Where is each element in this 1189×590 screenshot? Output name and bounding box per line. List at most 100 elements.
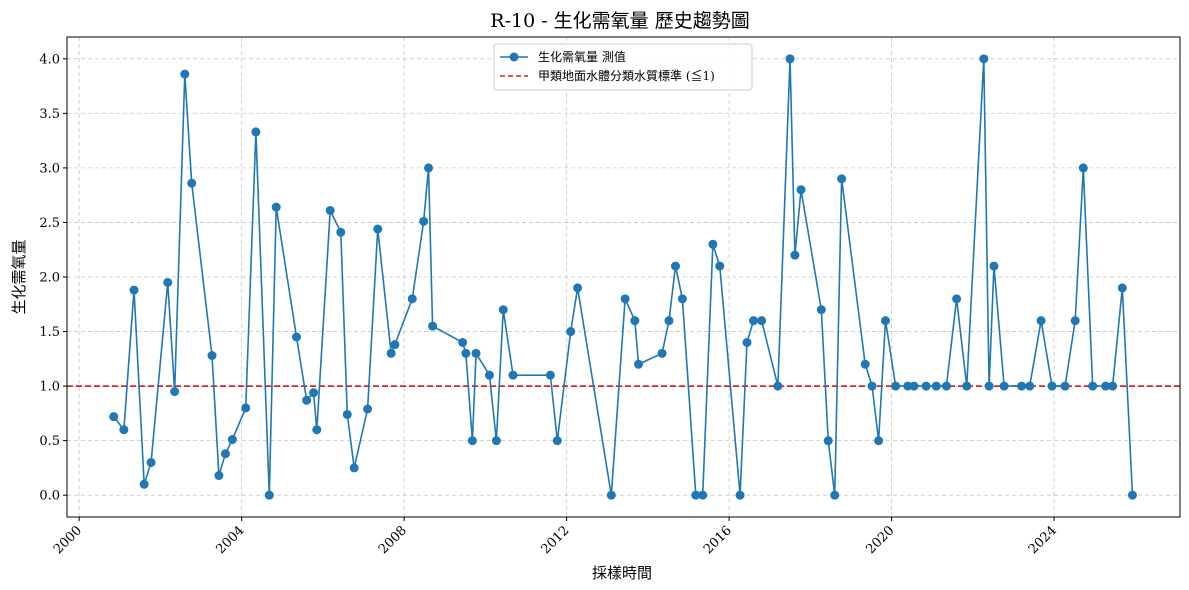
data-point <box>830 490 840 500</box>
data-point <box>312 425 322 435</box>
data-point <box>891 381 901 391</box>
data-point <box>691 490 701 500</box>
data-point <box>796 185 806 195</box>
data-point <box>386 348 396 358</box>
data-point <box>139 479 149 489</box>
data-point <box>931 381 941 391</box>
data-point <box>407 294 417 304</box>
data-point <box>708 239 718 249</box>
data-point <box>484 370 494 380</box>
chart-title: R-10 - 生化需氧量 歷史趨勢圖 <box>490 10 749 32</box>
data-point <box>790 250 800 260</box>
data-point <box>309 388 319 398</box>
data-point <box>271 202 281 212</box>
data-point <box>962 381 972 391</box>
data-point <box>989 261 999 271</box>
x-tick-label: 2024 <box>1026 523 1060 557</box>
data-point <box>735 490 745 500</box>
data-point <box>606 490 616 500</box>
data-point <box>881 316 890 326</box>
data-point <box>742 337 752 347</box>
x-tick-label: 2016 <box>701 523 735 557</box>
data-point <box>1036 316 1046 326</box>
legend-threshold-label: 甲類地面水體分類水質標準 (≦1) <box>538 68 715 83</box>
data-point <box>336 227 346 237</box>
data-point <box>424 163 434 173</box>
data-point <box>1060 381 1070 391</box>
data-point <box>545 370 555 380</box>
y-tick-label: 2.5 <box>39 216 60 231</box>
data-point <box>984 381 994 391</box>
data-point <box>227 435 237 445</box>
data-point <box>1078 163 1088 173</box>
data-point <box>573 283 583 293</box>
y-tick-label: 4.0 <box>39 52 60 67</box>
data-point <box>921 381 931 391</box>
y-tick-label: 1.5 <box>39 325 60 340</box>
data-point <box>620 294 630 304</box>
data-point <box>180 69 190 79</box>
data-point <box>785 54 795 64</box>
data-point <box>657 348 667 358</box>
data-point <box>952 294 962 304</box>
data-point <box>748 316 758 326</box>
y-tick-label: 3.0 <box>39 161 60 176</box>
legend-series-label: 生化需氧量 測值 <box>538 49 626 64</box>
data-point <box>773 381 783 391</box>
data-point <box>670 261 680 271</box>
data-point <box>241 403 251 413</box>
data-point <box>630 316 640 326</box>
data-point <box>302 395 312 405</box>
data-point <box>757 316 767 326</box>
legend-series-marker <box>509 52 519 62</box>
data-point <box>187 178 197 188</box>
data-point <box>390 340 400 350</box>
legend: 生化需氧量 測值 甲類地面水體分類水質標準 (≦1) <box>493 43 753 91</box>
data-point <box>867 381 877 391</box>
data-point <box>508 370 518 380</box>
data-point <box>552 436 562 446</box>
y-axis-label: 生化需氧量 <box>10 239 28 314</box>
data-point <box>467 436 477 446</box>
data-point <box>677 294 687 304</box>
data-point <box>373 224 383 234</box>
x-tick-label: 2008 <box>376 523 410 557</box>
y-tick-label: 1.0 <box>39 380 60 395</box>
x-tick-label: 2004 <box>213 523 247 557</box>
data-point <box>1017 381 1027 391</box>
data-point <box>823 436 833 446</box>
data-point <box>1117 283 1127 293</box>
legend-box <box>493 43 753 91</box>
data-point <box>428 321 438 331</box>
data-point <box>109 412 119 422</box>
ticks-layer: 2000 2004 2008 2012 2016 2020 2024 0.0 0.5 1.0 1.5… <box>39 52 1060 557</box>
x-tick-label: 2012 <box>538 523 572 557</box>
data-point <box>325 205 335 215</box>
data-point <box>999 381 1009 391</box>
data-point <box>498 305 508 315</box>
data-point <box>1025 381 1035 391</box>
data-point <box>979 54 989 64</box>
data-point <box>566 327 576 337</box>
y-tick-label: 2.0 <box>39 271 60 286</box>
data-point <box>1088 381 1098 391</box>
data-point <box>837 174 847 184</box>
y-tick-label: 0.0 <box>39 489 60 504</box>
y-tick-label: 0.5 <box>39 434 60 449</box>
y-tick-label: 3.5 <box>39 107 60 122</box>
x-axis-label: 採樣時間 <box>592 564 652 582</box>
data-point <box>816 305 826 315</box>
data-point <box>342 409 352 419</box>
data-point <box>146 457 156 467</box>
data-point <box>860 359 870 369</box>
x-tick-label: 2020 <box>863 523 897 557</box>
data-point <box>909 381 919 391</box>
data-point <box>251 127 261 137</box>
x-tick-label: 2000 <box>51 523 85 557</box>
data-point <box>163 277 173 287</box>
data-point <box>491 436 501 446</box>
data-point <box>207 351 217 361</box>
data-point <box>1127 490 1137 500</box>
data-point <box>349 463 359 473</box>
